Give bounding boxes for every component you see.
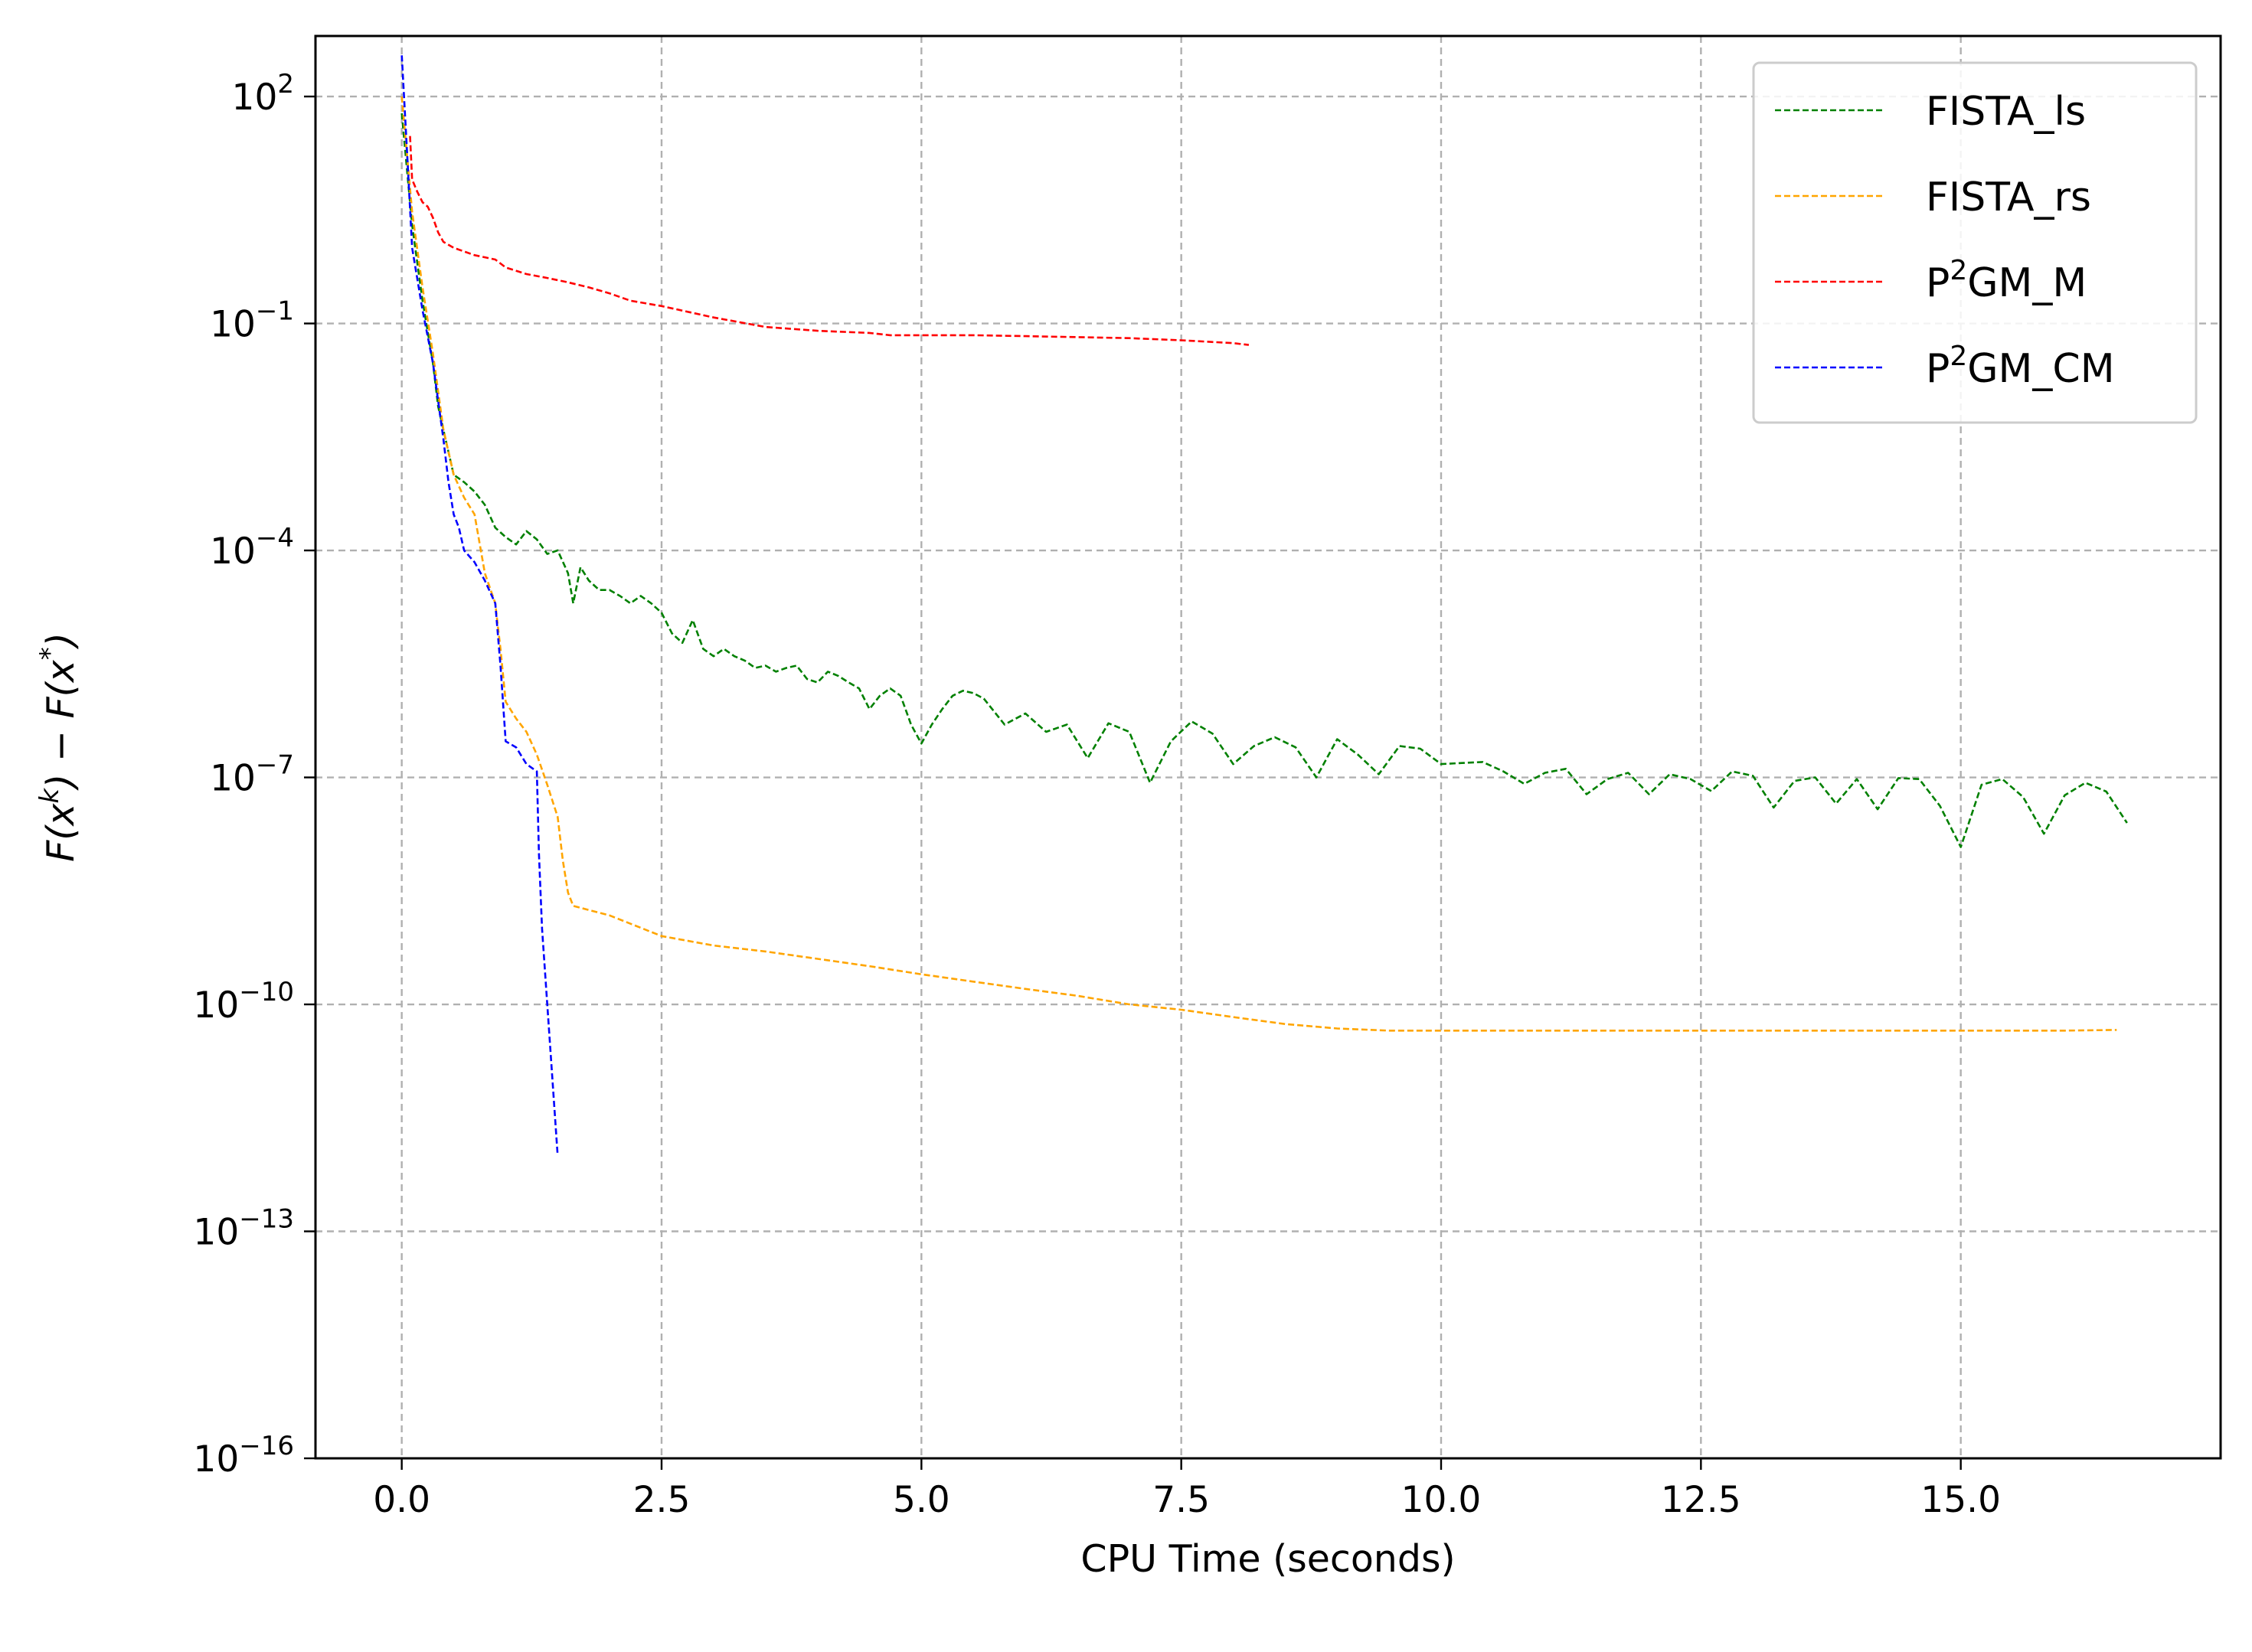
y-label-mid: ) − F(x (39, 659, 83, 792)
legend-label-suffix: GM_CM (1967, 346, 2114, 392)
y-tick-label: 102 (232, 69, 294, 119)
x-tick-label: 2.5 (633, 1479, 691, 1521)
x-tick-label: 5.0 (893, 1479, 950, 1521)
y-tick-base: 10 (210, 531, 256, 573)
x-axis-label: CPU Time (seconds) (1080, 1537, 1455, 1581)
legend-label: P2GM_M (1926, 255, 2087, 306)
x-tick-label: 12.5 (1661, 1479, 1741, 1521)
series-line-p2gm-cm (400, 55, 559, 1156)
y-tick-label: 10−4 (210, 523, 294, 573)
y-tick-exponent: −16 (239, 1431, 294, 1461)
y-tick-label: 10−13 (193, 1204, 294, 1254)
x-tick-label: 10.0 (1401, 1479, 1482, 1521)
y-axis-label: F(xk) − F(x*) (34, 632, 83, 862)
y-tick-base: 10 (210, 758, 256, 800)
y-tick-base: 10 (193, 1438, 239, 1481)
y-label-sup-k: k (34, 788, 65, 804)
y-tick-exponent: −10 (239, 977, 294, 1007)
legend-label: FISTA_ls (1926, 89, 2086, 135)
y-tick-label: 10−16 (193, 1431, 294, 1481)
y-tick-exponent: −13 (239, 1204, 294, 1235)
legend-label-text: P (1926, 346, 1950, 392)
y-tick-label: 10−1 (210, 296, 294, 346)
series-line-fista-rs (400, 96, 2117, 1032)
legend-box (1752, 61, 2198, 424)
x-axis: 0.0 2.5 5.0 7.5 10.0 12.5 15.0 (373, 1458, 2001, 1521)
legend-label: FISTA_rs (1926, 175, 2091, 220)
y-tick-label: 10−7 (210, 750, 294, 800)
y-tick-exponent: −1 (256, 296, 294, 327)
y-tick-base: 10 (193, 984, 239, 1027)
legend-label-text: FISTA_ls (1926, 89, 2086, 135)
legend-label-suffix: GM_M (1967, 260, 2087, 306)
series-layer (400, 55, 2128, 1156)
legend-label-superscript: 2 (1950, 341, 1967, 372)
y-label-suffix: ) (39, 632, 83, 650)
legend-label: P2GM_CM (1926, 341, 2115, 392)
y-tick-label: 10−10 (193, 977, 294, 1027)
y-tick-exponent: 2 (277, 69, 294, 100)
x-tick-label: 7.5 (1152, 1479, 1210, 1521)
legend-label-text: P (1926, 260, 1950, 306)
y-tick-base: 10 (193, 1212, 239, 1254)
legend-label-text: FISTA_rs (1926, 175, 2091, 220)
y-tick-exponent: −4 (256, 523, 294, 553)
y-label-prefix: F(x (39, 803, 83, 862)
series-line-fista-ls (400, 113, 2128, 848)
plot-frame (314, 34, 2222, 1460)
y-tick-base: 10 (210, 304, 256, 346)
x-tick-label: 15.0 (1920, 1479, 2001, 1521)
y-label-sup-star: * (34, 647, 65, 660)
series-line-p2gm-m (409, 135, 1250, 346)
legend-label-superscript: 2 (1950, 255, 1967, 286)
y-tick-base: 10 (232, 77, 278, 119)
x-tick-label: 0.0 (373, 1479, 430, 1521)
y-tick-exponent: −7 (256, 750, 294, 781)
